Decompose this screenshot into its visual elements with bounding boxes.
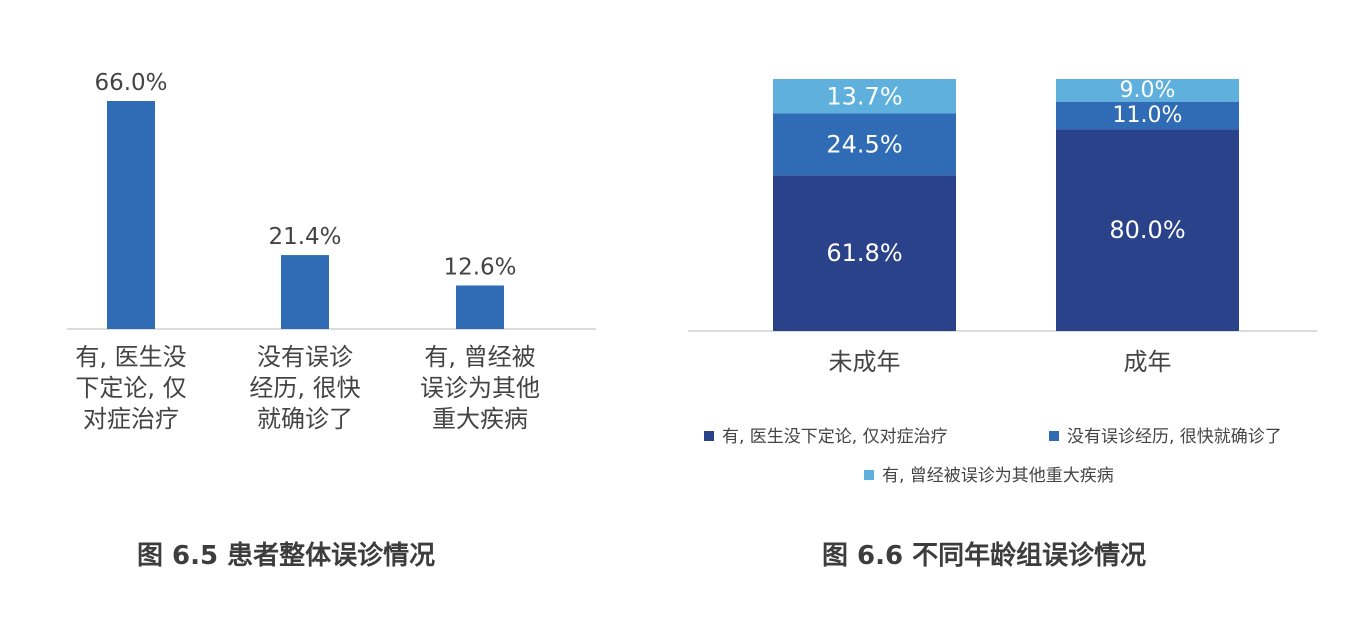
category-tick-label: 成年 — [1124, 348, 1172, 376]
chart-overall-misdiagnosis: 66.0% 有, 医生没下定论, 仅对症治疗 21.4% 没有误诊经历, 很快就确诊了… — [67, 70, 596, 433]
stacked-bar-segment — [773, 113, 956, 176]
legend-label: 没有误诊经历, 很快就确诊了 — [1067, 427, 1282, 447]
stacked-bar-segment — [1056, 129, 1239, 331]
category-tick-label: 没有误诊 — [257, 343, 353, 371]
legend-label: 有, 医生没下定论, 仅对症治疗 — [722, 427, 948, 447]
bar-value-label: 66.0% — [94, 70, 167, 96]
legend-item: 没有误诊经历, 很快就确诊了 — [1049, 427, 1282, 447]
segment-value-label: 9.0% — [1120, 78, 1176, 103]
figure-caption-6-5: 图 6.5 患者整体误诊情况 — [137, 541, 436, 571]
legend-swatch — [1049, 431, 1059, 441]
category-tick-label: 误诊为其他 — [420, 374, 540, 402]
figure-caption-6-6: 图 6.6 不同年龄组误诊情况 — [822, 541, 1147, 571]
stacked-bar-segment — [773, 175, 956, 331]
category-tick-label: 对症治疗 — [83, 405, 179, 433]
segment-value-label: 13.7% — [826, 82, 902, 110]
legend-item: 有, 医生没下定论, 仅对症治疗 — [704, 427, 948, 447]
segment-value-label: 11.0% — [1113, 103, 1183, 128]
legend-label: 有, 曾经被误诊为其他重大疾病 — [882, 466, 1114, 486]
stacked-bar-segment — [773, 79, 956, 114]
legend-swatch — [864, 470, 874, 480]
category-tick-label: 有, 曾经被 — [424, 343, 535, 371]
legend-swatch — [704, 431, 714, 441]
stacked-bar-segment — [1056, 79, 1239, 102]
bar — [107, 101, 155, 329]
bar-value-label: 12.6% — [443, 254, 516, 280]
chart-misdiagnosis-by-age-group: 61.8% 24.5% 13.7% 未成年 80.0% 11.0%9.0% 成年有, 医生没… — [688, 78, 1317, 486]
category-tick-label: 重大疾病 — [432, 405, 528, 433]
bar — [281, 255, 329, 329]
segment-value-label: 24.5% — [826, 130, 902, 158]
stacked-bar-segment — [1056, 101, 1239, 130]
category-tick-label: 未成年 — [829, 348, 901, 376]
bar-value-label: 21.4% — [268, 224, 341, 250]
category-tick-label: 就确诊了 — [257, 405, 353, 433]
segment-value-label: 61.8% — [826, 239, 902, 267]
segment-value-label: 80.0% — [1109, 216, 1185, 244]
category-tick-label: 有, 医生没 — [75, 343, 186, 371]
bar — [456, 285, 504, 329]
legend-item: 有, 曾经被误诊为其他重大疾病 — [864, 466, 1114, 486]
category-tick-label: 经历, 很快 — [249, 374, 360, 402]
category-tick-label: 下定论, 仅 — [75, 374, 186, 402]
